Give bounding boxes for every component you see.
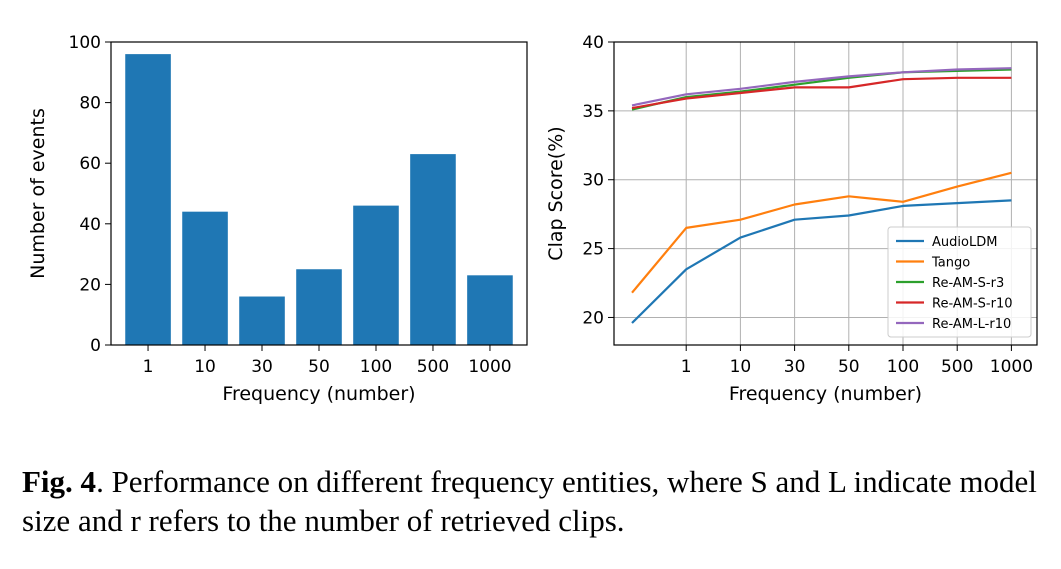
bar bbox=[353, 205, 399, 345]
caption-text: . Performance on different frequency ent… bbox=[22, 464, 1037, 538]
y-tick-label: 60 bbox=[79, 154, 101, 174]
x-axis-label: Frequency (number) bbox=[222, 383, 415, 405]
y-tick-label: 20 bbox=[582, 308, 604, 328]
x-tick-label: 500 bbox=[941, 357, 973, 377]
bar bbox=[239, 296, 285, 345]
legend-label: Tango bbox=[931, 256, 970, 271]
figure-caption: Fig. 4. Performance on different frequen… bbox=[22, 462, 1052, 540]
y-tick-label: 30 bbox=[582, 171, 604, 191]
series-line-re-am-l-r10 bbox=[631, 67, 1012, 107]
y-tick-label: 20 bbox=[79, 275, 101, 295]
figure: 0 20 40 60 80 100 1 10 30 50 100 500 1000 Frequency (… bbox=[27, 33, 1038, 405]
x-tick-label: 30 bbox=[251, 357, 273, 377]
plot-frame bbox=[613, 41, 1038, 346]
y-axis-label: Number of events bbox=[27, 108, 49, 279]
x-tick-label: 10 bbox=[194, 357, 216, 377]
x-tick-label: 1 bbox=[681, 357, 692, 377]
y-tick-label: 25 bbox=[582, 240, 604, 260]
bar bbox=[467, 275, 513, 345]
y-tick-label: 0 bbox=[90, 336, 101, 356]
bar bbox=[296, 269, 342, 345]
y-tick-label: 100 bbox=[69, 33, 101, 53]
x-tick-label: 10 bbox=[730, 357, 752, 377]
y-tick-label: 35 bbox=[582, 102, 604, 122]
y-tick-label: 80 bbox=[79, 94, 101, 114]
series-line-tango bbox=[631, 171, 1012, 294]
series-line-re-am-s-r10 bbox=[631, 76, 1012, 110]
bar bbox=[182, 211, 228, 345]
bar-chart: 0 20 40 60 80 100 1 10 30 50 100 500 1000 Frequency (… bbox=[27, 33, 528, 405]
x-tick-label: 500 bbox=[417, 357, 449, 377]
series-line-re-am-s-r3 bbox=[631, 68, 1012, 111]
legend-label: Re-AM-S-r3 bbox=[932, 276, 1004, 291]
legend-label: AudioLDM bbox=[932, 235, 997, 250]
x-tick-label: 30 bbox=[784, 357, 806, 377]
x-tick-label: 100 bbox=[360, 357, 392, 377]
x-axis-label: Frequency (number) bbox=[729, 383, 922, 405]
y-tick-label: 40 bbox=[582, 33, 604, 53]
legend-label: Re-AM-L-r10 bbox=[932, 317, 1011, 332]
legend bbox=[887, 226, 1032, 338]
line-chart: 20 25 30 35 40 1 10 30 50 100 500 1000 Frequency (nu… bbox=[545, 33, 1038, 405]
y-axis-label: Clap Score(%) bbox=[545, 126, 567, 260]
x-tick-label: 50 bbox=[838, 357, 860, 377]
y-tick-label: 40 bbox=[79, 215, 101, 235]
caption-label: Fig. 4 bbox=[22, 464, 97, 499]
x-tick-label: 100 bbox=[887, 357, 919, 377]
x-tick-label: 1000 bbox=[468, 357, 511, 377]
bar bbox=[125, 54, 171, 346]
legend-label: Re-AM-S-r10 bbox=[932, 297, 1012, 312]
bar bbox=[410, 154, 456, 345]
series-line-audioldm bbox=[631, 199, 1012, 324]
x-tick-label: 50 bbox=[308, 357, 330, 377]
x-tick-label: 1000 bbox=[990, 357, 1033, 377]
x-tick-label: 1 bbox=[143, 357, 154, 377]
